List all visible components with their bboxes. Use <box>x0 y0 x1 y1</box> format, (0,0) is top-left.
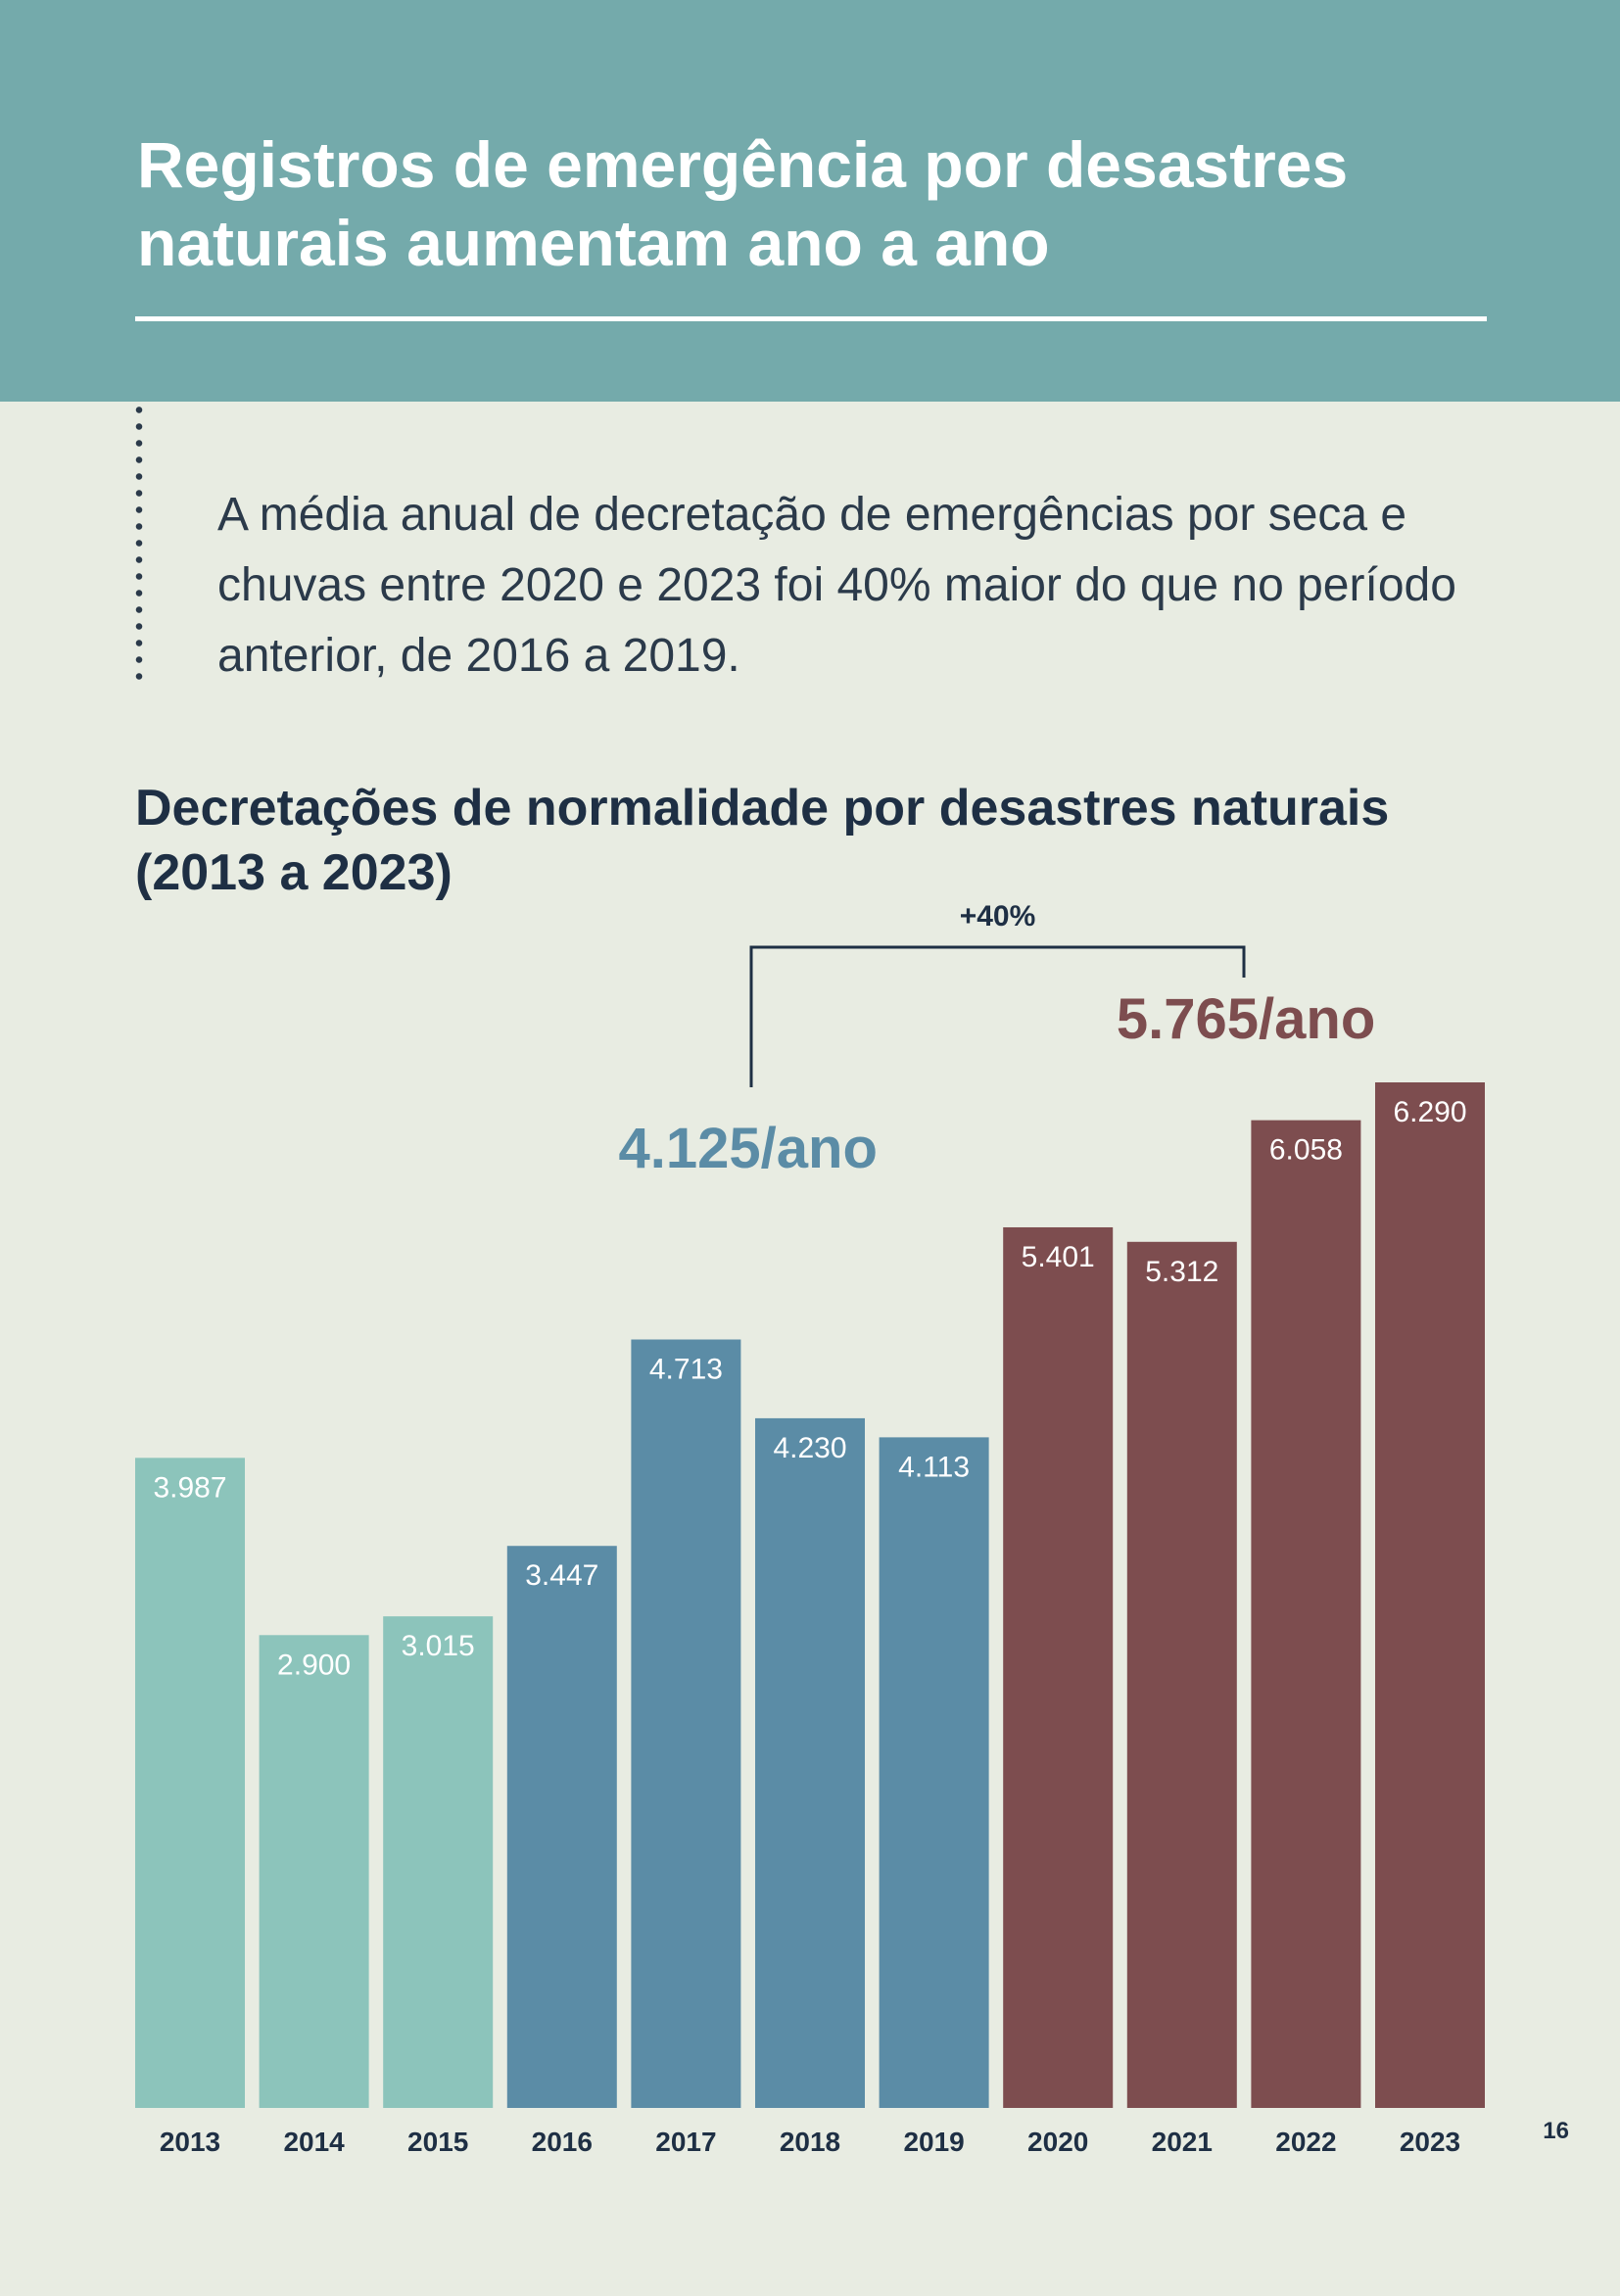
x-tick-label-2018: 2018 <box>780 2127 840 2157</box>
x-tick-label-2016: 2016 <box>532 2127 593 2157</box>
x-tick-label-2015: 2015 <box>407 2127 468 2157</box>
bar-2016 <box>506 1546 617 2108</box>
intro-paragraph: A média anual de decretação de emergênci… <box>217 489 1456 682</box>
bars-layer: 3.987 2013 2.900 2014 3.015 2015 3.447 2016 4.71… <box>135 1082 1485 2157</box>
dotted-divider <box>135 402 143 681</box>
x-tick-label-2019: 2019 <box>903 2127 964 2157</box>
data-label-2018: 4.230 <box>773 1432 846 1464</box>
x-tick-label-2022: 2022 <box>1275 2127 1336 2157</box>
increase-bracket <box>749 945 1246 1087</box>
data-label-2013: 3.987 <box>153 1471 226 1504</box>
average-2020-2023-label: 5.765/ano <box>1117 987 1375 1051</box>
x-tick-label-2023: 2023 <box>1400 2127 1460 2157</box>
data-label-2022: 6.058 <box>1269 1134 1343 1167</box>
data-label-2017: 4.713 <box>649 1353 723 1385</box>
increase-label: +40% <box>960 900 1036 933</box>
data-label-2014: 2.900 <box>277 1649 351 1681</box>
bar-2022 <box>1251 1120 1361 2108</box>
data-label-2020: 5.401 <box>1022 1241 1095 1273</box>
bar-2018 <box>755 1417 865 2108</box>
bar-2014 <box>259 1635 369 2108</box>
x-tick-label-2017: 2017 <box>655 2127 716 2157</box>
x-tick-label-2014: 2014 <box>283 2127 345 2157</box>
data-label-2015: 3.015 <box>402 1630 475 1662</box>
bar-2021 <box>1126 1241 1237 2108</box>
bar-2015 <box>383 1616 494 2108</box>
x-tick-label-2020: 2020 <box>1027 2127 1088 2157</box>
bar-2020 <box>1003 1226 1114 2108</box>
bar-2023 <box>1375 1082 1485 2108</box>
bar-2019 <box>879 1437 989 2108</box>
data-label-2021: 5.312 <box>1145 1256 1218 1288</box>
x-tick-label-2021: 2021 <box>1152 2127 1213 2157</box>
data-label-2016: 3.447 <box>525 1559 598 1592</box>
chart-title: Decretações de normalidade por desastres… <box>135 780 1390 901</box>
data-label-2019: 4.113 <box>898 1451 970 1483</box>
title-divider <box>135 316 1487 321</box>
annotation-layer: +40% 4.125/ano 5.765/ano <box>619 900 1376 1180</box>
bar-2013 <box>135 1458 245 2108</box>
header-band <box>0 0 1620 402</box>
page-number: 16 <box>1543 2118 1569 2144</box>
page-title: Registros de emergência por desastres na… <box>137 128 1349 279</box>
average-2016-2019-label: 4.125/ano <box>619 1117 878 1180</box>
x-tick-label-2013: 2013 <box>160 2127 220 2157</box>
bar-2017 <box>631 1339 741 2108</box>
data-label-2023: 6.290 <box>1393 1096 1466 1128</box>
